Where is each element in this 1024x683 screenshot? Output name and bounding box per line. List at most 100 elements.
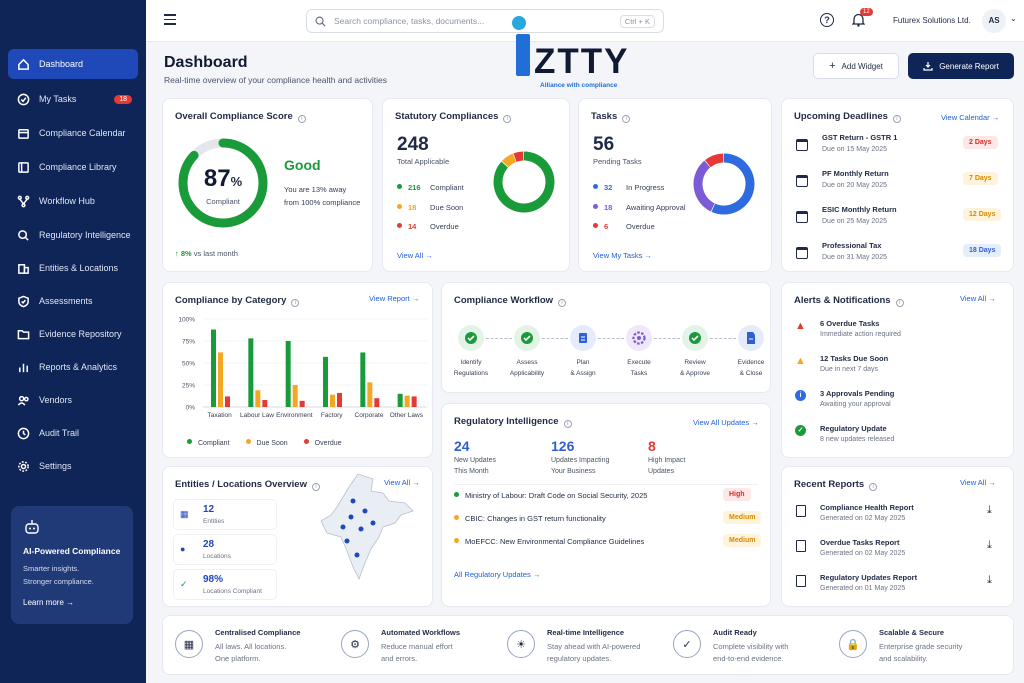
info-icon[interactable]: i bbox=[558, 299, 567, 307]
info-icon[interactable]: i bbox=[563, 420, 572, 428]
arrow-right-icon: → bbox=[644, 251, 652, 260]
lock-icon: 🔒 bbox=[839, 630, 867, 658]
report-name[interactable]: Overdue Tasks Report bbox=[820, 538, 900, 547]
alert-title: 12 Tasks Due Soon bbox=[820, 354, 889, 363]
bell-icon[interactable]: 12 bbox=[851, 8, 873, 29]
bar-overdue bbox=[337, 392, 342, 407]
info-icon[interactable]: i bbox=[895, 299, 904, 307]
page-title: Dashboard bbox=[164, 54, 248, 71]
view-all-link[interactable]: View All → bbox=[960, 478, 996, 487]
entity-value: 28 bbox=[203, 539, 215, 550]
feature-title: Scalable & Secure bbox=[879, 628, 945, 637]
impact-badge: High bbox=[723, 488, 751, 501]
avatar[interactable]: AS bbox=[982, 9, 1006, 33]
company-name: Futurex Solutions Ltd. bbox=[893, 16, 971, 25]
workflow-step[interactable]: Execute Tasks bbox=[614, 325, 664, 379]
report-name[interactable]: Regulatory Updates Report bbox=[820, 573, 918, 582]
tasks-slice-overdue bbox=[704, 153, 724, 168]
generate-report-button[interactable]: Generate Report bbox=[908, 53, 1014, 79]
entity-stat: ✓ 98% Locations Compliant bbox=[173, 569, 277, 600]
add-widget-button[interactable]: + Add Widget bbox=[813, 53, 899, 79]
sidebar-item-compliance-calendar[interactable]: Compliance Calendar bbox=[8, 118, 138, 148]
stat-value: 8 bbox=[648, 438, 656, 454]
download-icon[interactable]: ⤓ bbox=[987, 574, 992, 586]
info-icon[interactable]: i bbox=[297, 115, 306, 123]
report-date: Generated on 02 May 2025 bbox=[820, 515, 906, 522]
workflow-step[interactable]: Assess Applicability bbox=[502, 325, 552, 379]
workflow-step[interactable]: Evidence & Close bbox=[726, 325, 776, 379]
sidebar-item-workflow-hub[interactable]: Workflow Hub bbox=[8, 186, 138, 216]
feature-description: Reduce manual effort and errors. bbox=[381, 641, 460, 665]
info-icon[interactable]: i bbox=[892, 115, 901, 123]
workflow-icon bbox=[16, 194, 30, 208]
regulatory-update-item[interactable]: MoEFCC: New Environmental Compliance Gui… bbox=[454, 537, 644, 546]
info-icon[interactable]: i bbox=[503, 115, 512, 123]
info-icon[interactable]: i bbox=[869, 483, 878, 491]
card-title: Overall Compliance Score bbox=[175, 111, 293, 122]
feature-title: Audit Ready bbox=[713, 628, 757, 637]
home-icon bbox=[16, 57, 30, 71]
report-name[interactable]: Compliance Health Report bbox=[820, 503, 914, 512]
chevron-down-icon[interactable]: ⌄ bbox=[1010, 14, 1017, 23]
arrow-right-icon: → bbox=[425, 251, 433, 260]
search-input[interactable]: Search compliance, tasks, documents... C… bbox=[306, 9, 664, 33]
sidebar-item-audit-trail[interactable]: Audit Trail bbox=[8, 418, 138, 448]
download-icon[interactable]: ⤓ bbox=[987, 539, 992, 551]
shield-check-icon: ✓ bbox=[673, 630, 701, 658]
view-my-tasks-link[interactable]: View My Tasks → bbox=[593, 251, 652, 260]
workflow-step[interactable]: Identify Regulations bbox=[446, 325, 496, 379]
download-icon bbox=[923, 62, 933, 71]
help-icon[interactable]: ? bbox=[820, 13, 834, 27]
view-calendar-link[interactable]: View Calendar → bbox=[941, 113, 1000, 122]
learn-more-link[interactable]: Learn more → bbox=[23, 598, 75, 607]
sidebar-item-reports-analytics[interactable]: Reports & Analytics bbox=[8, 352, 138, 382]
sidebar-item-regulatory-intelligence[interactable]: Regulatory Intelligence bbox=[8, 220, 138, 250]
sidebar-item-assessments[interactable]: Assessments bbox=[8, 286, 138, 316]
feature-description: All laws. All locations. One platform. bbox=[215, 641, 300, 665]
statutory-slice-due-soon bbox=[501, 153, 517, 168]
library-icon bbox=[16, 160, 30, 174]
workflow-step[interactable]: Review & Approve bbox=[670, 325, 720, 379]
ai-line1: Smarter insights. bbox=[23, 564, 80, 573]
feature-item: ☀ Real-time Intelligence Stay ahead with A… bbox=[507, 628, 640, 665]
info-icon[interactable]: i bbox=[291, 299, 300, 307]
menu-icon[interactable] bbox=[164, 14, 176, 25]
logo-tagline: Alliance with compliance bbox=[540, 82, 618, 89]
regulatory-update-item[interactable]: CBIC: Changes in GST return functionalit… bbox=[454, 514, 606, 523]
info-icon[interactable]: i bbox=[622, 115, 631, 123]
view-all-link[interactable]: View All → bbox=[960, 294, 996, 303]
sidebar-item-evidence-repository[interactable]: Evidence Repository bbox=[8, 319, 138, 349]
bar-overdue bbox=[411, 396, 417, 407]
sidebar-item-vendors[interactable]: Vendors bbox=[8, 385, 138, 415]
view-all-updates-link[interactable]: View All Updates → bbox=[693, 418, 759, 427]
update-text: CBIC: Changes in GST return functionalit… bbox=[465, 514, 606, 523]
entity-value: 98% bbox=[203, 574, 224, 585]
stat-value: 126 bbox=[551, 438, 575, 454]
search-placeholder: Search compliance, tasks, documents... bbox=[334, 16, 485, 26]
all-regulatory-updates-link[interactable]: All Regulatory Updates → bbox=[454, 570, 541, 579]
stat-label-1: New Updates bbox=[454, 457, 497, 464]
sidebar-item-entities-locations[interactable]: Entities & Locations bbox=[8, 253, 138, 283]
sidebar-item-my-tasks[interactable]: My Tasks 18 bbox=[8, 84, 138, 114]
sidebar-item-label: Workflow Hub bbox=[39, 196, 95, 206]
alerts-notifications-card: Alerts & Notifications i View All → ▲ 6 Ov… bbox=[781, 282, 1014, 458]
view-all-link[interactable]: View All → bbox=[397, 251, 433, 260]
sidebar-item-settings[interactable]: Settings bbox=[8, 451, 138, 481]
regulatory-update-item[interactable]: Ministry of Labour: Draft Code on Social… bbox=[454, 491, 647, 500]
view-all-link[interactable]: View All → bbox=[384, 478, 420, 487]
legend-dot bbox=[245, 439, 251, 444]
update-text: Ministry of Labour: Draft Code on Social… bbox=[465, 491, 648, 500]
sidebar-item-compliance-library[interactable]: Compliance Library bbox=[8, 152, 138, 182]
alert-title: 6 Overdue Tasks bbox=[820, 319, 880, 328]
legend-value: 6 bbox=[604, 222, 609, 231]
sidebar-item-label: Vendors bbox=[39, 395, 73, 405]
download-icon[interactable]: ⤓ bbox=[987, 504, 992, 516]
x-tick-label: Factory bbox=[321, 412, 343, 419]
x-tick-label: Other Laws bbox=[390, 412, 424, 419]
step-label-2: & Assign bbox=[570, 370, 596, 377]
view-report-link[interactable]: View Report → bbox=[369, 294, 420, 303]
workflow-step[interactable]: Plan & Assign bbox=[558, 325, 608, 379]
legend-dot bbox=[303, 439, 309, 444]
sidebar-item-dashboard[interactable]: Dashboard bbox=[8, 49, 138, 79]
info-icon[interactable]: i bbox=[311, 483, 320, 491]
